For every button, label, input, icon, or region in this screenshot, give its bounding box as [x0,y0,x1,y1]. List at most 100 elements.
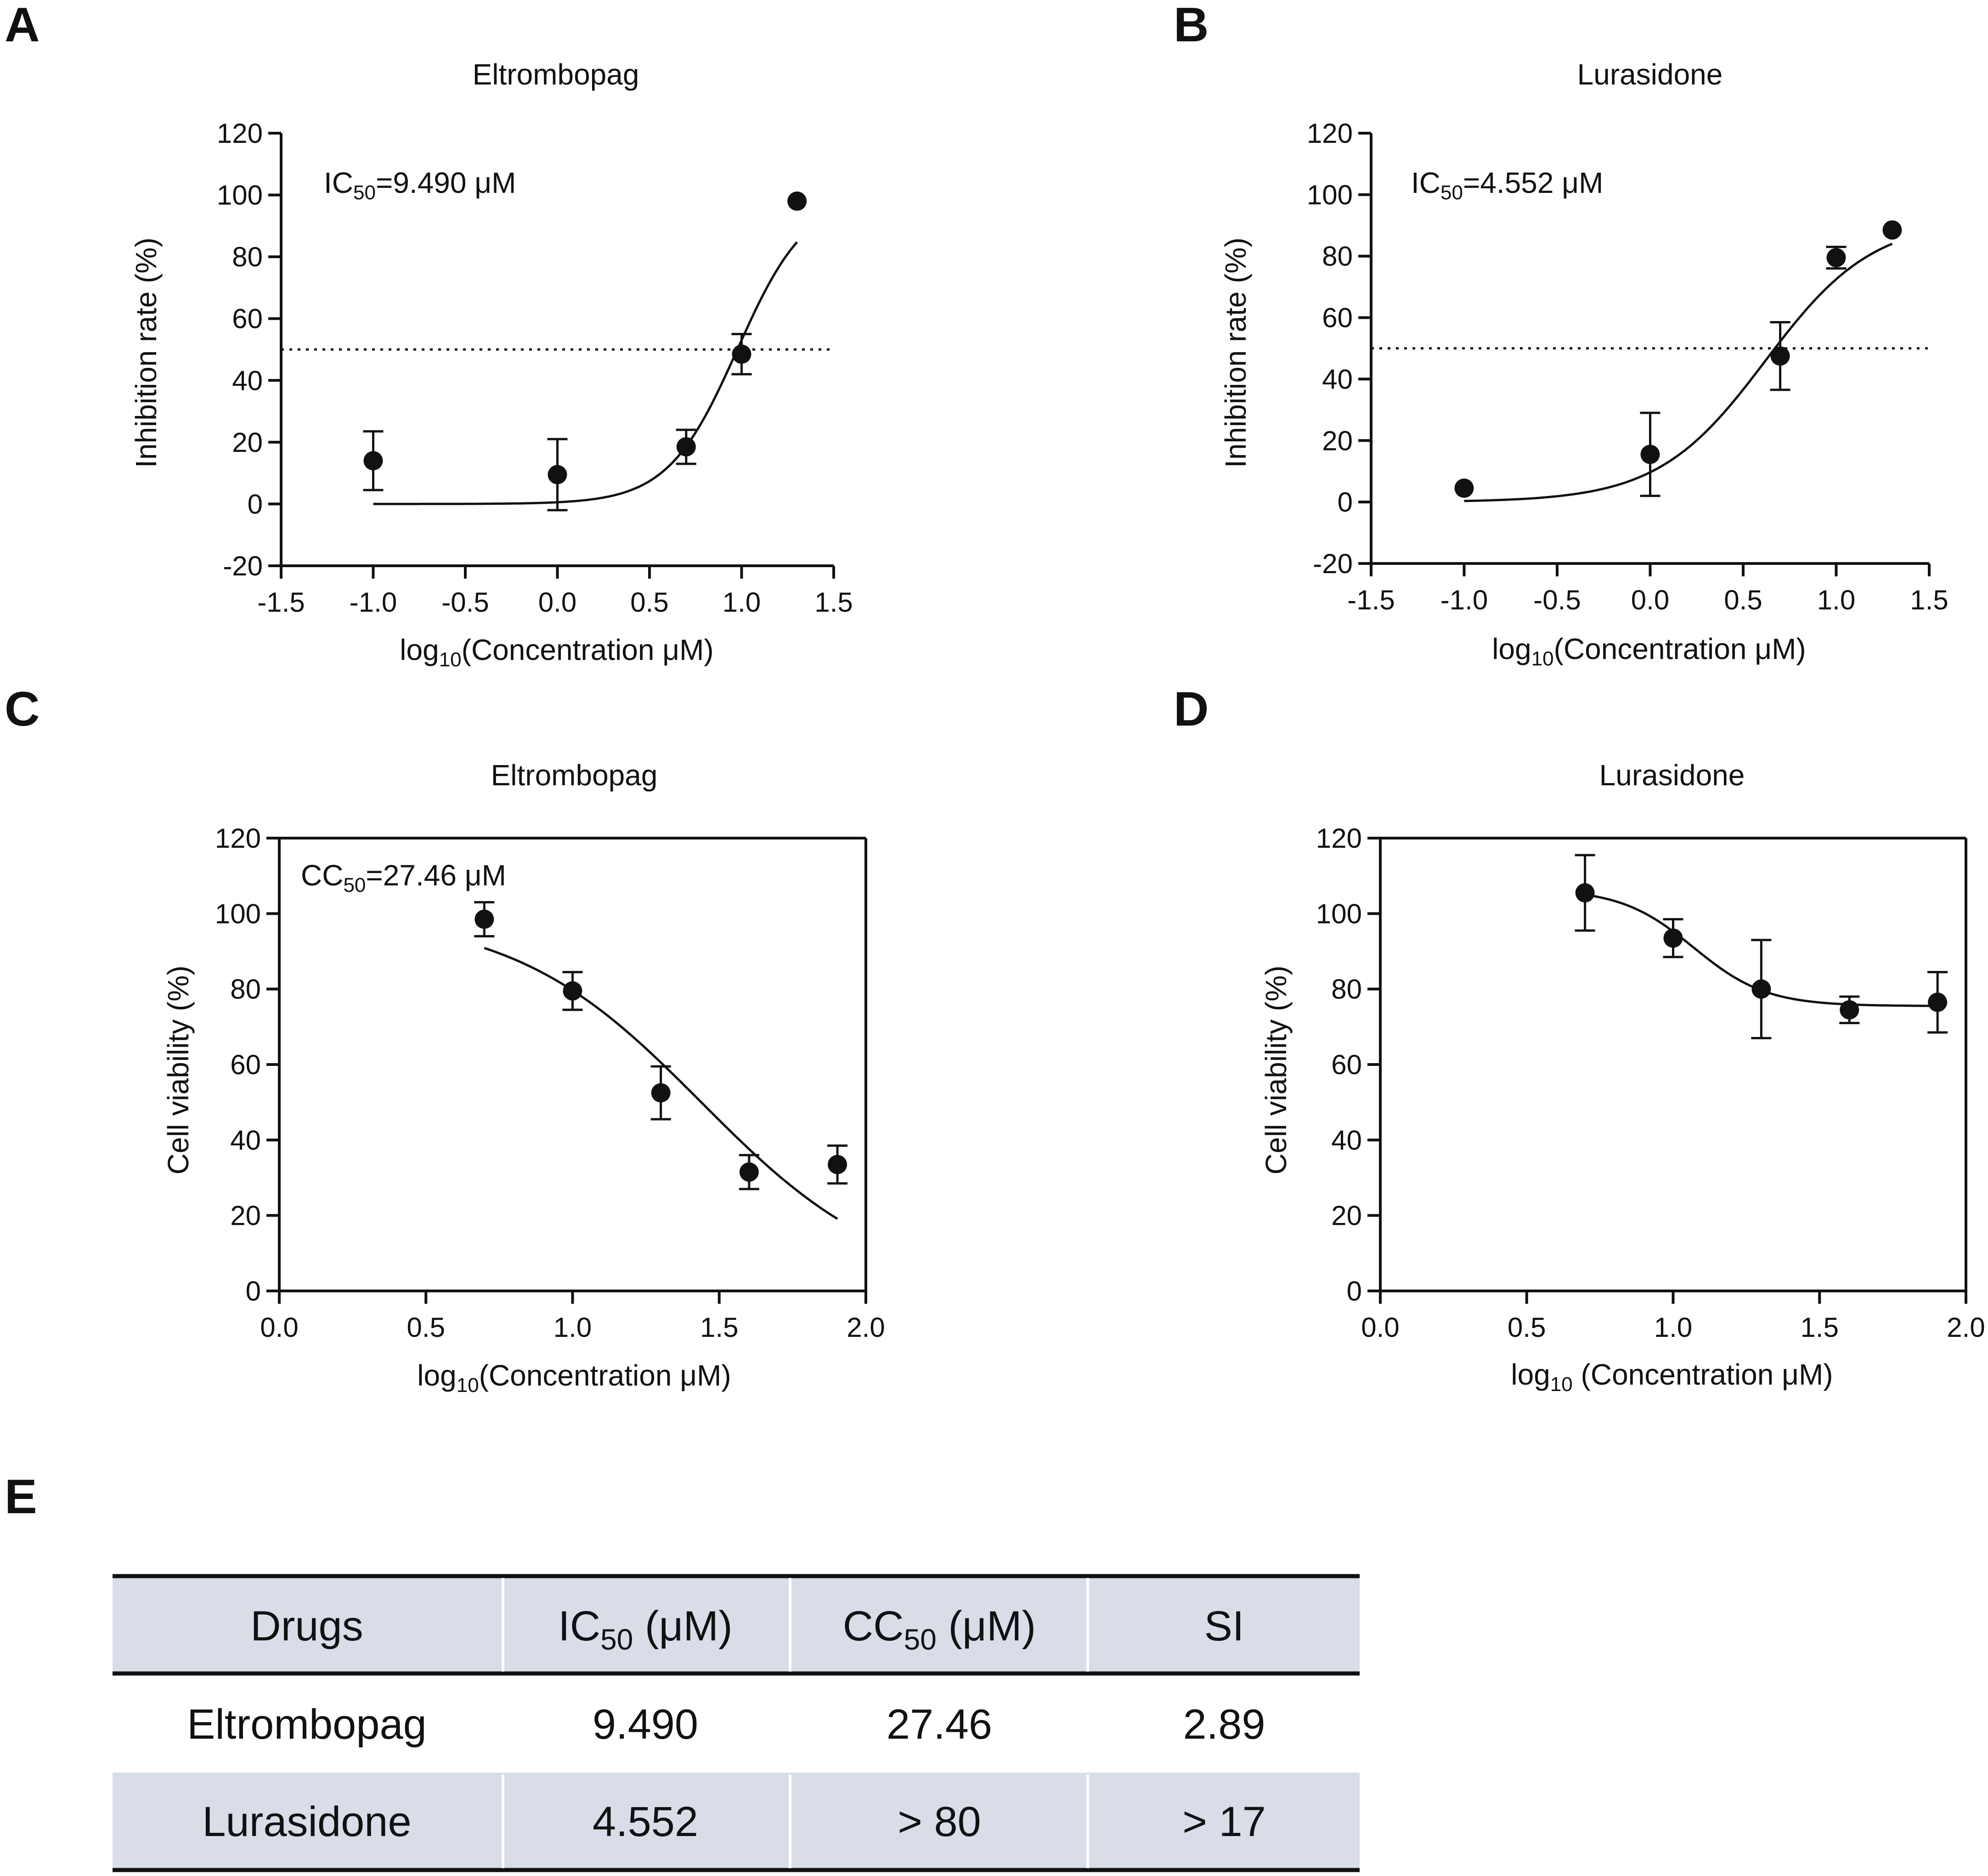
annotation-main: CC [301,859,343,892]
y-tick-label: 100 [1307,180,1353,210]
data-point [739,1162,759,1182]
x-tick-label: 1.0 [723,587,761,618]
table-row-band [113,1773,1360,1870]
x-axis-title-main: log [1492,632,1531,665]
y-tick-label: 0 [246,1276,261,1307]
y-tick-labels: -20 0 20 40 60 80 100 120 [1307,118,1353,579]
header-main: CC [843,1603,904,1650]
y-tick-label: 0 [1338,487,1353,518]
annotation-main: IC [324,166,353,199]
y-tick-label: 60 [1322,303,1353,333]
fit-curve-layer [373,241,798,505]
annotation-rest: =4.552 μM [1463,166,1604,199]
y-tick-label: 20 [230,1200,261,1231]
y-tick-label: 120 [1307,118,1353,149]
panel-letter-c: C [5,682,40,736]
x-axis-title-rest: (Concentration μM) [1573,1358,1833,1391]
summary-table: Drugs IC50 (μM) CC50 (μM) SI Eltrombopag… [113,1574,1360,1872]
annotation-rest: =27.46 μM [366,859,506,892]
x-tick-label: -0.5 [1533,585,1581,615]
panel-letter-a: A [5,0,40,52]
table-cell: Lurasidone [202,1798,411,1845]
error-bar-layer [1640,246,1847,497]
x-axis-title: log10(Concentration μM) [417,1359,731,1397]
table-row: Eltrombopag 9.490 27.46 2.89 [187,1701,1265,1748]
data-point [1575,883,1595,903]
y-tick-label: -20 [223,551,263,581]
data-point-layer [1575,883,1948,1020]
ic50-annotation: IC50=4.552 μM [1411,166,1603,204]
table-header-cell: CC50 (μM) [843,1603,1036,1656]
axes [266,837,867,1304]
header-rest: (μM) [633,1603,732,1650]
chart-c: Eltrombopag 0 20 40 60 80 100 120 0.0 0.5 1.0 1.5… [162,759,885,1397]
x-tick-label: -1.5 [257,587,305,618]
data-point [1826,248,1846,268]
data-point-layer [363,192,807,484]
x-axis-title-sub: 10 [1531,648,1554,670]
x-tick-labels: -1.5 -1.0 -0.5 0.0 0.5 1.0 1.5 [257,587,853,618]
x-axis-title: log10 (Concentration μM) [1511,1358,1833,1396]
data-point [676,437,696,456]
data-point [1840,1000,1859,1020]
annotation-sub: 50 [353,181,376,204]
y-tick-labels: -20 0 20 40 60 80 100 120 [217,118,263,581]
x-tick-label: 0.5 [1508,1312,1546,1343]
x-tick-label: 1.0 [553,1312,592,1343]
chart-title: Lurasidone [1599,759,1745,792]
annotation-sub: 50 [1440,181,1463,204]
y-tick-label: 20 [1322,425,1353,456]
y-tick-label: 40 [1322,364,1353,394]
table-header-cell: Drugs [250,1603,363,1650]
x-tick-labels: 0.0 0.5 1.0 1.5 2.0 [1361,1312,1985,1343]
data-point-layer [474,909,847,1182]
y-tick-label: 80 [1331,974,1362,1005]
annotation-main: IC [1411,166,1440,199]
y-axis-title: Inhibition rate (%) [1219,237,1252,468]
y-tick-label: 80 [230,974,261,1005]
table-cell: > 17 [1182,1798,1266,1845]
x-axis-title: log10(Concentration μM) [1492,632,1806,670]
chart-b: Lurasidone -20 0 20 40 60 80 100 120 -1.5 -1.0 -0… [1219,58,1948,670]
chart-d: Lurasidone 0 20 40 60 80 100 120 0.0 0.5 1.0 1.5 2… [1259,759,1985,1396]
x-tick-labels: 0.0 0.5 1.0 1.5 2.0 [260,1312,885,1343]
x-axis-title: log10(Concentration μM) [400,633,713,671]
y-tick-label: 120 [215,823,261,854]
x-axis-title-sub: 10 [439,648,462,671]
data-point [1928,992,1948,1012]
chart-title: Eltrombopag [491,759,658,792]
x-axis-title-main: log [1511,1358,1550,1391]
x-tick-label: 0.0 [260,1312,298,1343]
table-cell: 4.552 [593,1798,698,1845]
x-tick-label: -1.0 [1440,585,1488,615]
y-tick-label: 40 [230,1125,261,1155]
table-header-cell: IC50 (μM) [558,1603,733,1656]
y-tick-label: 100 [1316,898,1362,929]
fit-curve-layer [1464,242,1893,502]
x-tick-label: 1.5 [814,587,853,618]
x-axis-title-sub: 10 [457,1374,479,1397]
x-tick-label: 1.0 [1817,585,1855,615]
chart-title: Lurasidone [1577,58,1723,91]
data-point [548,465,567,484]
data-point-layer [1454,220,1902,498]
x-tick-label: -0.5 [441,587,489,618]
axes [1367,837,1967,1304]
table-cell: 9.490 [593,1701,698,1748]
x-tick-label: 0.5 [630,587,668,618]
annotation-rest: =9.490 μM [376,166,516,199]
x-axis-title-rest: (Concentration μM) [462,633,714,666]
chart-title: Eltrombopag [473,58,639,91]
x-tick-label: -1.5 [1347,585,1395,615]
x-tick-label: 0.5 [407,1312,445,1343]
y-tick-label: 40 [232,365,263,396]
header-main: IC [558,1603,600,1650]
table-cell: Eltrombopag [187,1701,427,1748]
data-point [474,909,494,929]
y-tick-label: 20 [232,427,263,458]
x-tick-label: 1.5 [700,1312,738,1343]
table-row: Lurasidone 4.552 > 80 > 17 [202,1798,1265,1845]
y-tick-label: 20 [1331,1200,1362,1231]
data-point [1751,979,1771,999]
